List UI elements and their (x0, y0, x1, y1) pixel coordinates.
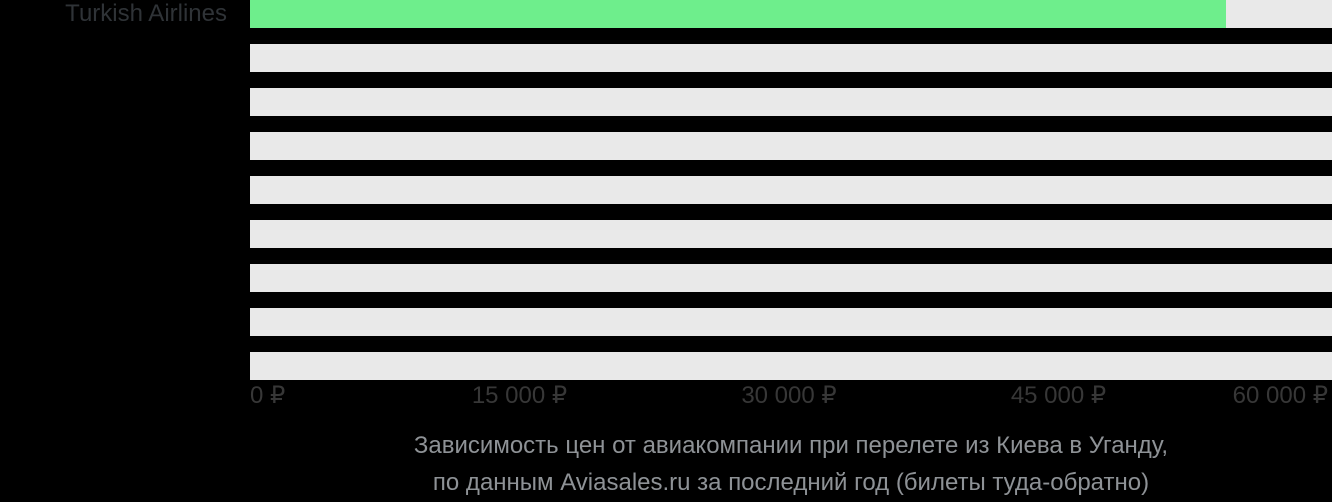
bar-row (0, 308, 1332, 336)
x-axis: 0 ₽ 15 000 ₽ 30 000 ₽ 45 000 ₽ 60 000 ₽ (250, 383, 1332, 411)
x-axis-tick-label: 30 000 ₽ (741, 382, 837, 409)
category-label (0, 88, 250, 116)
category-label (0, 44, 250, 72)
bar-row (0, 352, 1332, 380)
bar-row (0, 176, 1332, 204)
category-label (0, 308, 250, 336)
bar-track (250, 44, 1332, 72)
category-label (0, 352, 250, 380)
x-axis-tick-label: 45 000 ₽ (1010, 382, 1107, 409)
chart-caption-line-2: по данным Aviasales.ru за последний год … (432, 469, 1150, 496)
bar-track (250, 88, 1332, 116)
bar-track (250, 0, 1332, 28)
x-axis-tick-label: 15 000 ₽ (471, 382, 568, 409)
bar-row (0, 264, 1332, 292)
chart-caption: Зависимость цен от авиакомпании при пере… (250, 427, 1332, 501)
category-label (0, 132, 250, 160)
x-axis-tick-label: 0 ₽ (250, 382, 286, 409)
bar-track (250, 352, 1332, 380)
category-label (0, 176, 250, 204)
category-label (0, 220, 250, 248)
bar-track (250, 308, 1332, 336)
category-label (0, 264, 250, 292)
bar-track (250, 176, 1332, 204)
bar-row (0, 88, 1332, 116)
bar-fill (250, 0, 1226, 28)
bar-row (0, 220, 1332, 248)
category-label: Turkish Airlines (65, 0, 227, 27)
bar-track (250, 264, 1332, 292)
bar-track (250, 132, 1332, 160)
bar-row (0, 132, 1332, 160)
bar-track (250, 220, 1332, 248)
bar-row (0, 44, 1332, 72)
x-axis-tick-label: 60 000 ₽ (1232, 382, 1328, 409)
bar-rows: Turkish Airlines (0, 0, 1332, 380)
bar-row: Turkish Airlines (0, 0, 1332, 28)
chart-caption-line-1: Зависимость цен от авиакомпании при пере… (413, 432, 1169, 459)
